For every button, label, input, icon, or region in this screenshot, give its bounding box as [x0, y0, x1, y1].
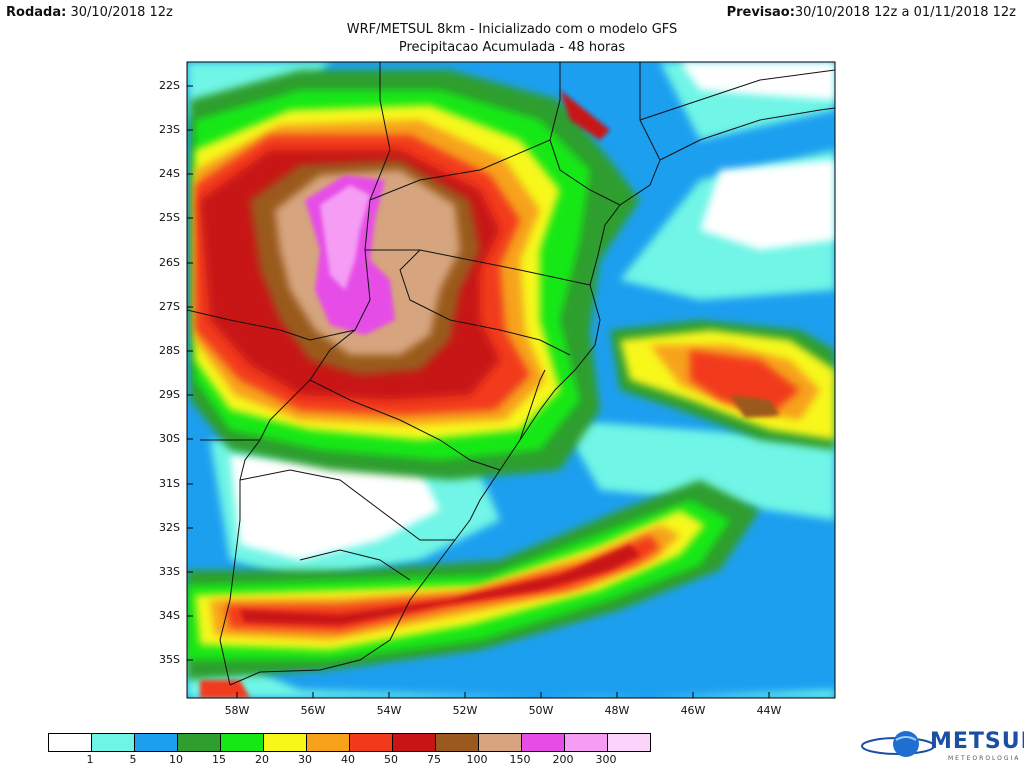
colorbar-swatch — [521, 733, 565, 752]
lat-label: 26S — [159, 256, 180, 269]
colorbar-tick: 40 — [341, 753, 355, 766]
forecast-info: Previsao:30/10/2018 12z a 01/11/2018 12z — [727, 5, 1016, 21]
lon-label: 56W — [300, 704, 326, 717]
colorbar-tick: 15 — [212, 753, 226, 766]
lon-label: 54W — [376, 704, 402, 717]
colorbar-swatch — [306, 733, 350, 752]
colorbar-tick: 20 — [255, 753, 269, 766]
boundaries — [187, 62, 835, 686]
colorbar-tick: 30 — [298, 753, 312, 766]
lat-ticks — [187, 85, 193, 661]
forecast-label: Previsao: — [726, 5, 795, 20]
lat-label: 27S — [159, 300, 180, 313]
colorbar-swatch — [91, 733, 135, 752]
colorbar-swatch — [392, 733, 436, 752]
lat-label: 30S — [159, 432, 180, 445]
colorbar-tick: 100 — [466, 753, 488, 766]
colorbar-tick: 5 — [129, 753, 137, 766]
colorbar-tick: 50 — [384, 753, 398, 766]
colorbar-swatch — [564, 733, 608, 752]
run-info: Rodada: 30/10/2018 12z — [6, 5, 173, 21]
lon-label: 46W — [680, 704, 706, 717]
lon-label: 50W — [528, 704, 554, 717]
colorbar-swatch — [607, 733, 651, 752]
lat-label: 33S — [159, 565, 180, 578]
colorbar-swatch — [349, 733, 393, 752]
lat-label: 28S — [159, 344, 180, 357]
colorbar — [48, 733, 651, 752]
lat-label: 34S — [159, 609, 180, 622]
lon-label: 48W — [604, 704, 630, 717]
lat-label: 31S — [159, 477, 180, 490]
lon-label: 52W — [452, 704, 478, 717]
lat-label: 29S — [159, 388, 180, 401]
forecast-value: 30/10/2018 12z a 01/11/2018 12z — [794, 5, 1016, 20]
colorbar-tick: 200 — [552, 753, 574, 766]
colorbar-tick: 150 — [509, 753, 531, 766]
lat-label: 32S — [159, 521, 180, 534]
colorbar-tick: 75 — [427, 753, 441, 766]
colorbar-swatch — [177, 733, 221, 752]
colorbar-tick: 300 — [595, 753, 617, 766]
lon-label: 44W — [756, 704, 782, 717]
metsul-logo — [861, 731, 935, 757]
lat-label: 22S — [159, 79, 180, 92]
lat-label: 35S — [159, 653, 180, 666]
lon-label: 58W — [224, 704, 250, 717]
metsul-logo-tagline: METEOROLOGIA — [948, 755, 1021, 762]
colorbar-swatch — [478, 733, 522, 752]
colorbar-swatch — [134, 733, 178, 752]
lat-label: 24S — [159, 167, 180, 180]
metsul-logo-text: METSUL — [930, 729, 1024, 754]
run-label: Rodada: — [6, 5, 67, 20]
map-title: WRF/METSUL 8km - Inicializado com o mode… — [346, 22, 678, 37]
colorbar-swatch — [220, 733, 264, 752]
lat-label: 23S — [159, 123, 180, 136]
precip-field — [187, 62, 835, 698]
colorbar-swatch — [48, 733, 92, 752]
run-value: 30/10/2018 12z — [70, 5, 173, 20]
lat-label: 25S — [159, 211, 180, 224]
map-subtitle: Precipitacao Acumulada - 48 horas — [398, 40, 626, 55]
colorbar-swatch — [435, 733, 479, 752]
colorbar-tick: 1 — [86, 753, 94, 766]
lon-ticks — [236, 692, 770, 698]
colorbar-swatch — [263, 733, 307, 752]
colorbar-tick: 10 — [169, 753, 183, 766]
